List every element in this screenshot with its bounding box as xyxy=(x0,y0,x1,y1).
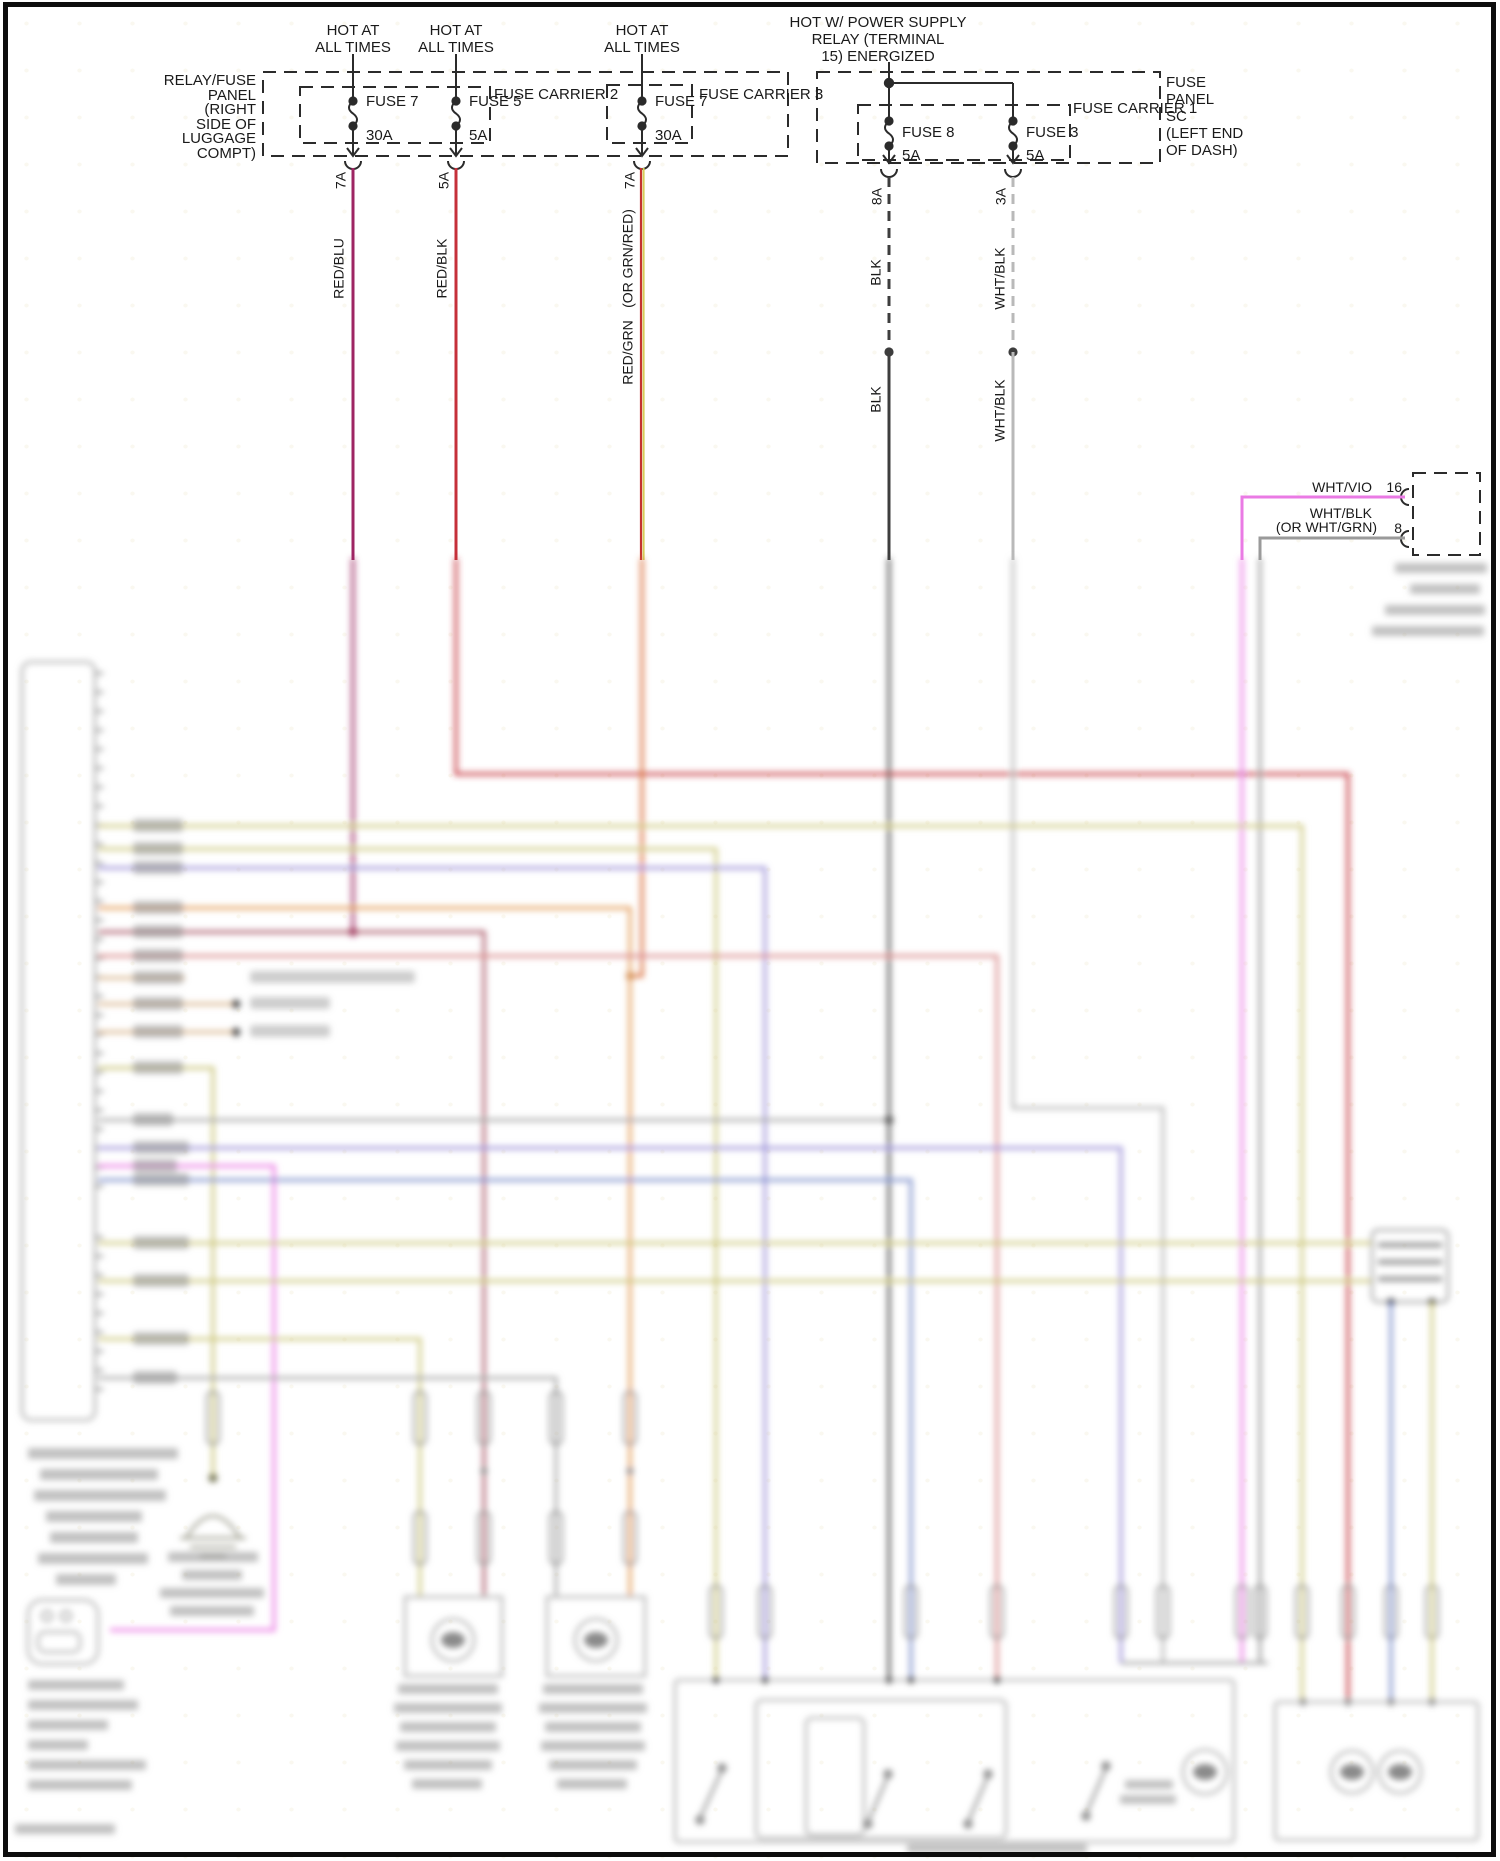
dual-motor-box xyxy=(1273,1700,1480,1842)
panel-boxes xyxy=(262,71,1481,556)
fuse-7-amp: 30A xyxy=(366,127,393,144)
fuse-panel-sc-label: FUSE PANEL SC (LEFT END OF DASH) xyxy=(1166,74,1244,159)
or-wht-grn-label: (OR WHT/GRN) xyxy=(1275,519,1377,535)
relay-fuse-panel-label: RELAY/FUSE PANEL (RIGHT SIDE OF LUGGAGE … xyxy=(163,72,256,162)
sharp-wires xyxy=(351,168,1405,560)
motor-b xyxy=(545,1595,647,1678)
hot-at-label-3: HOT AT ALL TIMES xyxy=(604,22,680,56)
blurred-section xyxy=(15,558,1487,1853)
fuse-carrier-2-label: FUSE CARRIER 2 xyxy=(494,86,619,103)
switch-blades xyxy=(695,1761,1111,1829)
fuse-7b-amp: 30A xyxy=(655,127,682,144)
junction-dot xyxy=(883,77,895,89)
fuse-5-symbol xyxy=(451,96,461,131)
fuse-carrier-3-box xyxy=(606,84,693,144)
small-switch-component xyxy=(26,1598,100,1666)
switch-assembly-box xyxy=(673,1678,1236,1844)
blurred-text xyxy=(15,563,1487,1853)
fuse-5-amp: 5A xyxy=(469,127,488,144)
fuse-8-symbol xyxy=(884,116,894,151)
motor-a xyxy=(403,1595,504,1678)
fuse-panel-sc-box xyxy=(816,71,1161,164)
ground-symbol xyxy=(180,1514,246,1558)
fuse-3-amp: 5A xyxy=(1026,147,1045,164)
fuse-carrier-1-box xyxy=(857,104,1071,161)
latch-component xyxy=(1370,1228,1450,1304)
fuse-carrier-2-box xyxy=(299,86,491,144)
inline-connectors xyxy=(205,1390,1440,1640)
wht-blk-label: WHT/BLK xyxy=(1309,505,1372,521)
relay-fuse-panel-box xyxy=(262,71,789,157)
wire-label-red-blu: RED/BLU xyxy=(330,238,347,299)
wire-label-blk-2: BLK xyxy=(867,386,884,413)
hot-at-label-1: HOT AT ALL TIMES xyxy=(315,22,391,56)
fuse-3-symbol xyxy=(1008,116,1018,151)
fuse-5-name: FUSE 5 xyxy=(469,93,522,110)
fuse-3-name: FUSE 3 xyxy=(1026,124,1079,141)
wire-label-red-blk: RED/BLK xyxy=(433,238,450,299)
wire-wht-blk-right xyxy=(1258,536,1405,560)
wire-label-red-grn: RED/GRN xyxy=(619,320,636,385)
wire-wht-vio xyxy=(1240,495,1405,560)
fuse-carrier-1-label: FUSE CARRIER 1 xyxy=(1073,100,1198,117)
entry-dots xyxy=(712,1676,1436,1706)
fuse-carrier-3-label: FUSE CARRIER 3 xyxy=(699,86,824,103)
fuse-8-name: FUSE 8 xyxy=(902,124,955,141)
fuse-8-amp: 5A xyxy=(902,147,921,164)
fuse-7b-symbol xyxy=(637,96,647,131)
fuse-7b-name: FUSE 7 xyxy=(655,93,708,110)
sharp-linework xyxy=(262,54,1481,556)
wire-label-wht-blk-2: WHT/BLK xyxy=(991,379,1008,442)
control-module-box xyxy=(20,660,97,1422)
exit-arrows xyxy=(346,126,1020,165)
fuse-7-symbol xyxy=(348,96,358,131)
hot-at-label-2: HOT AT ALL TIMES xyxy=(418,22,494,56)
pin-16-label: 16 xyxy=(1386,479,1402,495)
pin-8-label: 8 xyxy=(1394,520,1402,536)
relay-hot-label: HOT W/ POWER SUPPLY RELAY (TERMINAL 15) … xyxy=(789,14,967,65)
wht-vio-label: WHT/VIO xyxy=(1312,479,1372,495)
right-connector-box xyxy=(1412,472,1481,556)
wire-label-wht-blk-1: WHT/BLK xyxy=(991,247,1008,310)
fuse-7-name: FUSE 7 xyxy=(366,93,419,110)
